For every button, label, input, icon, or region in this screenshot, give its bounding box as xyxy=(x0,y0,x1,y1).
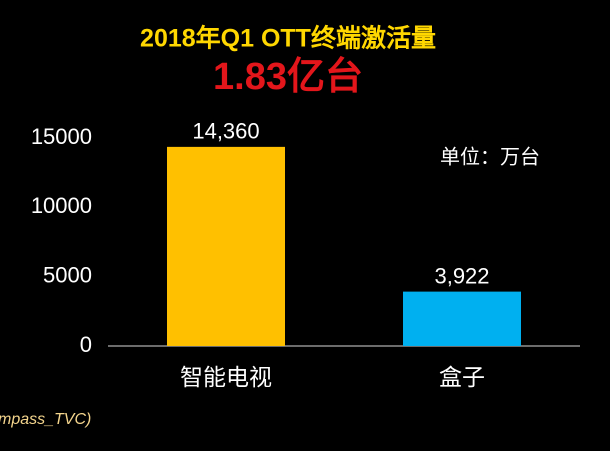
y-tick-label: 15000 xyxy=(31,124,92,149)
unit-annotation: 单位：万台 xyxy=(440,145,540,168)
value-label: 14,360 xyxy=(192,119,259,144)
value-label: 3,922 xyxy=(434,263,489,288)
bar xyxy=(167,146,285,346)
chart-title: 2018年Q1 OTT终端激活量 xyxy=(140,24,436,53)
x-tick-label: 盒子 xyxy=(439,364,485,390)
bar xyxy=(403,291,521,346)
y-tick-label: 0 xyxy=(80,332,92,357)
source-note: mpass_TVC) xyxy=(0,411,91,428)
x-tick-label: 智能电视 xyxy=(180,364,272,390)
y-tick-label: 5000 xyxy=(43,262,92,287)
y-tick-label: 10000 xyxy=(31,193,92,218)
chart-subtitle: 1.83亿台 xyxy=(213,56,363,98)
